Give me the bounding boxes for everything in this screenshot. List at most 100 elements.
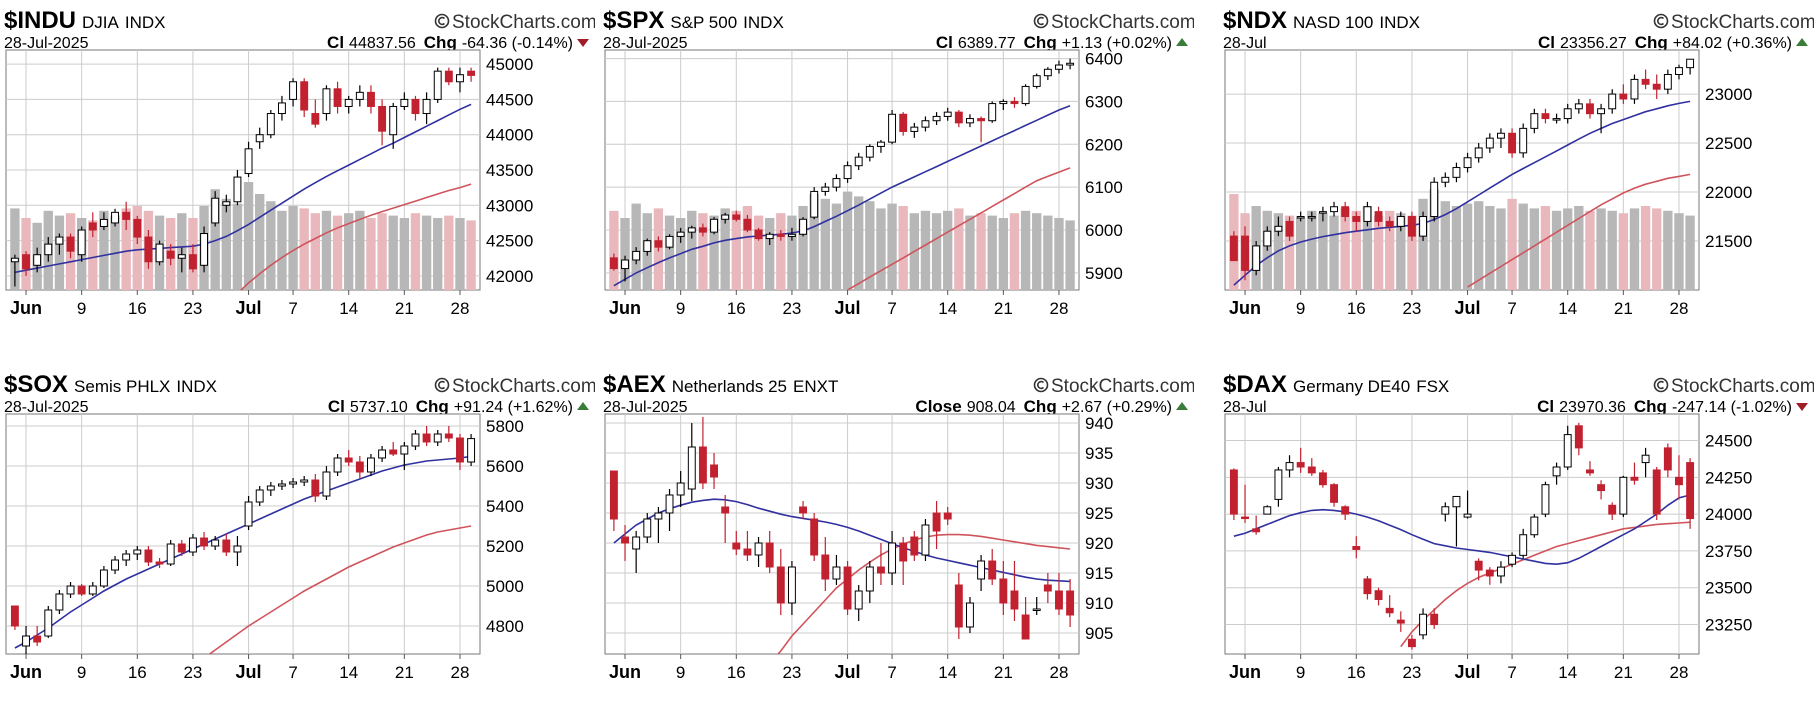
volume-bar bbox=[1563, 208, 1573, 290]
volume-bar bbox=[1529, 208, 1539, 290]
volume-bar bbox=[876, 208, 886, 290]
y-tick-label: 940 bbox=[1085, 414, 1113, 433]
candle-body bbox=[133, 218, 142, 238]
volume-bar bbox=[698, 213, 708, 290]
candlestick bbox=[289, 78, 298, 107]
candle-body bbox=[333, 88, 342, 107]
candlestick bbox=[1441, 502, 1450, 522]
candle-body bbox=[876, 566, 885, 574]
candle-body bbox=[77, 585, 86, 595]
candle-body bbox=[244, 148, 253, 175]
candle-body bbox=[289, 81, 298, 100]
candlestick bbox=[1474, 143, 1483, 163]
candlestick bbox=[22, 626, 30, 654]
candlestick bbox=[1307, 458, 1316, 476]
close-value: 23970.36 bbox=[1559, 399, 1626, 416]
candle-body bbox=[400, 98, 409, 107]
x-tick-label: 21 bbox=[994, 663, 1013, 682]
candle-body bbox=[300, 479, 309, 483]
down-arrow-icon bbox=[1796, 403, 1808, 411]
candle-body bbox=[367, 457, 375, 473]
candle-body bbox=[1541, 484, 1550, 515]
candle-body bbox=[255, 134, 264, 143]
exchange: INDX bbox=[176, 377, 217, 396]
y-tick-label: 6300 bbox=[1085, 92, 1123, 111]
candlestick bbox=[676, 471, 685, 507]
volume-bar bbox=[1340, 208, 1350, 290]
candle-body bbox=[1508, 554, 1517, 565]
y-tick-label: 6100 bbox=[1085, 178, 1123, 197]
y-tick-label: 22500 bbox=[1705, 134, 1752, 153]
y-tick-label: 5400 bbox=[486, 497, 524, 516]
candlestick bbox=[1519, 123, 1528, 158]
candlestick bbox=[732, 531, 741, 555]
candlestick bbox=[1619, 475, 1628, 518]
volume-bar bbox=[243, 182, 254, 290]
candle-body bbox=[1452, 167, 1461, 178]
candle-body bbox=[843, 165, 852, 180]
candle-body bbox=[954, 584, 963, 628]
candlestick bbox=[77, 584, 86, 596]
candlestick bbox=[144, 230, 153, 269]
close-value: 908.04 bbox=[967, 399, 1016, 416]
down-arrow-icon bbox=[577, 39, 589, 47]
candlestick bbox=[1066, 58, 1075, 70]
candlestick bbox=[289, 478, 298, 488]
candle-body bbox=[1452, 495, 1461, 508]
candlestick bbox=[1055, 60, 1063, 74]
date: 28-Jul bbox=[1223, 35, 1267, 52]
volume-bar bbox=[466, 220, 476, 290]
y-tick-label: 925 bbox=[1085, 504, 1113, 523]
candlestick bbox=[222, 534, 231, 556]
candle-body bbox=[609, 257, 618, 270]
brand: StockCharts.com bbox=[452, 376, 595, 397]
candle-body bbox=[1385, 607, 1394, 614]
candlestick bbox=[665, 234, 674, 250]
candlestick bbox=[710, 453, 718, 489]
candlestick bbox=[1252, 515, 1261, 535]
candle-body bbox=[122, 211, 131, 220]
candle-body bbox=[333, 457, 342, 473]
volume-bar bbox=[742, 206, 753, 290]
candlestick bbox=[765, 232, 774, 245]
plot-area bbox=[5, 413, 481, 655]
candlestick bbox=[621, 255, 629, 282]
candle-body bbox=[22, 635, 30, 647]
x-tick-label: 14 bbox=[1558, 663, 1577, 682]
volume-bar bbox=[820, 198, 830, 290]
x-tick-label: 7 bbox=[288, 663, 297, 682]
symbol: $SPX bbox=[603, 7, 664, 34]
candle-body bbox=[921, 524, 930, 556]
x-tick-label: Jul bbox=[835, 298, 861, 318]
candle-body bbox=[1630, 476, 1639, 481]
candlestick bbox=[1608, 502, 1617, 521]
candle-body bbox=[1307, 466, 1316, 474]
candle-body bbox=[1374, 590, 1383, 601]
candle-body bbox=[1485, 137, 1494, 149]
candlestick bbox=[1597, 480, 1606, 500]
x-tick-label: 16 bbox=[727, 299, 746, 318]
candlestick bbox=[1441, 172, 1450, 188]
candlestick bbox=[832, 555, 841, 585]
candlestick bbox=[122, 550, 131, 566]
candle-body bbox=[1263, 230, 1272, 247]
candle-body bbox=[1541, 113, 1550, 120]
x-tick-label: 28 bbox=[1050, 663, 1069, 682]
candlestick bbox=[632, 531, 641, 573]
volume-bar bbox=[720, 208, 730, 290]
candlestick bbox=[1530, 514, 1539, 538]
candle-body bbox=[1663, 447, 1672, 471]
candle-body bbox=[754, 542, 763, 556]
candle-body bbox=[1032, 75, 1041, 87]
candlestick bbox=[932, 501, 941, 549]
candlestick bbox=[10, 605, 19, 630]
candle-body bbox=[411, 433, 420, 447]
volume-bar bbox=[865, 201, 875, 290]
candle-body bbox=[456, 437, 464, 463]
candle-body bbox=[899, 113, 908, 132]
candlestick bbox=[88, 582, 97, 596]
candle-body bbox=[1021, 614, 1030, 640]
